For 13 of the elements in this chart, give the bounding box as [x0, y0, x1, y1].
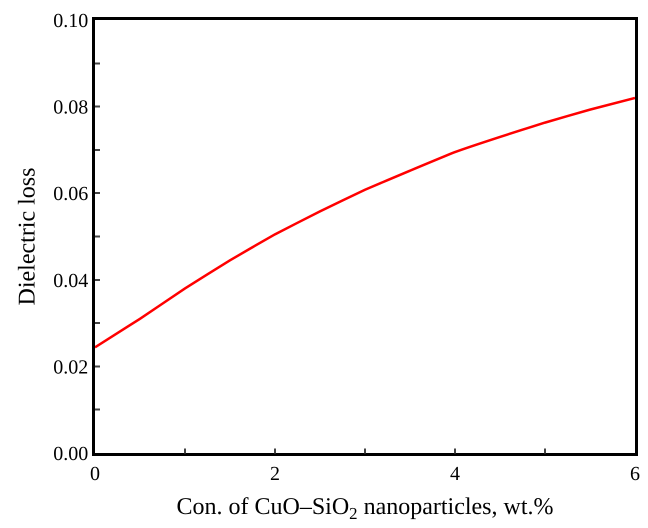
y-axis-title: Dielectric loss: [14, 168, 40, 306]
text: 0.00: [53, 443, 88, 465]
y-tick-label: 0.08: [53, 96, 88, 119]
y-tick-label: 0.04: [53, 270, 88, 292]
x-tick-label: 0: [90, 462, 100, 485]
x-tick-label: 4: [450, 462, 460, 485]
y-tick-label: 0.10: [53, 10, 88, 32]
y-tick-label: 0.02: [53, 356, 88, 378]
line-series: [95, 96, 635, 349]
x-tick-label: 6: [630, 462, 640, 485]
x-axis-title: Con. of CuO–SiO$_{2}$ nanoparticles, wt.%: [176, 494, 554, 524]
y-tick-label: 0.06: [53, 183, 88, 206]
x-tick-label: 2: [270, 462, 280, 485]
